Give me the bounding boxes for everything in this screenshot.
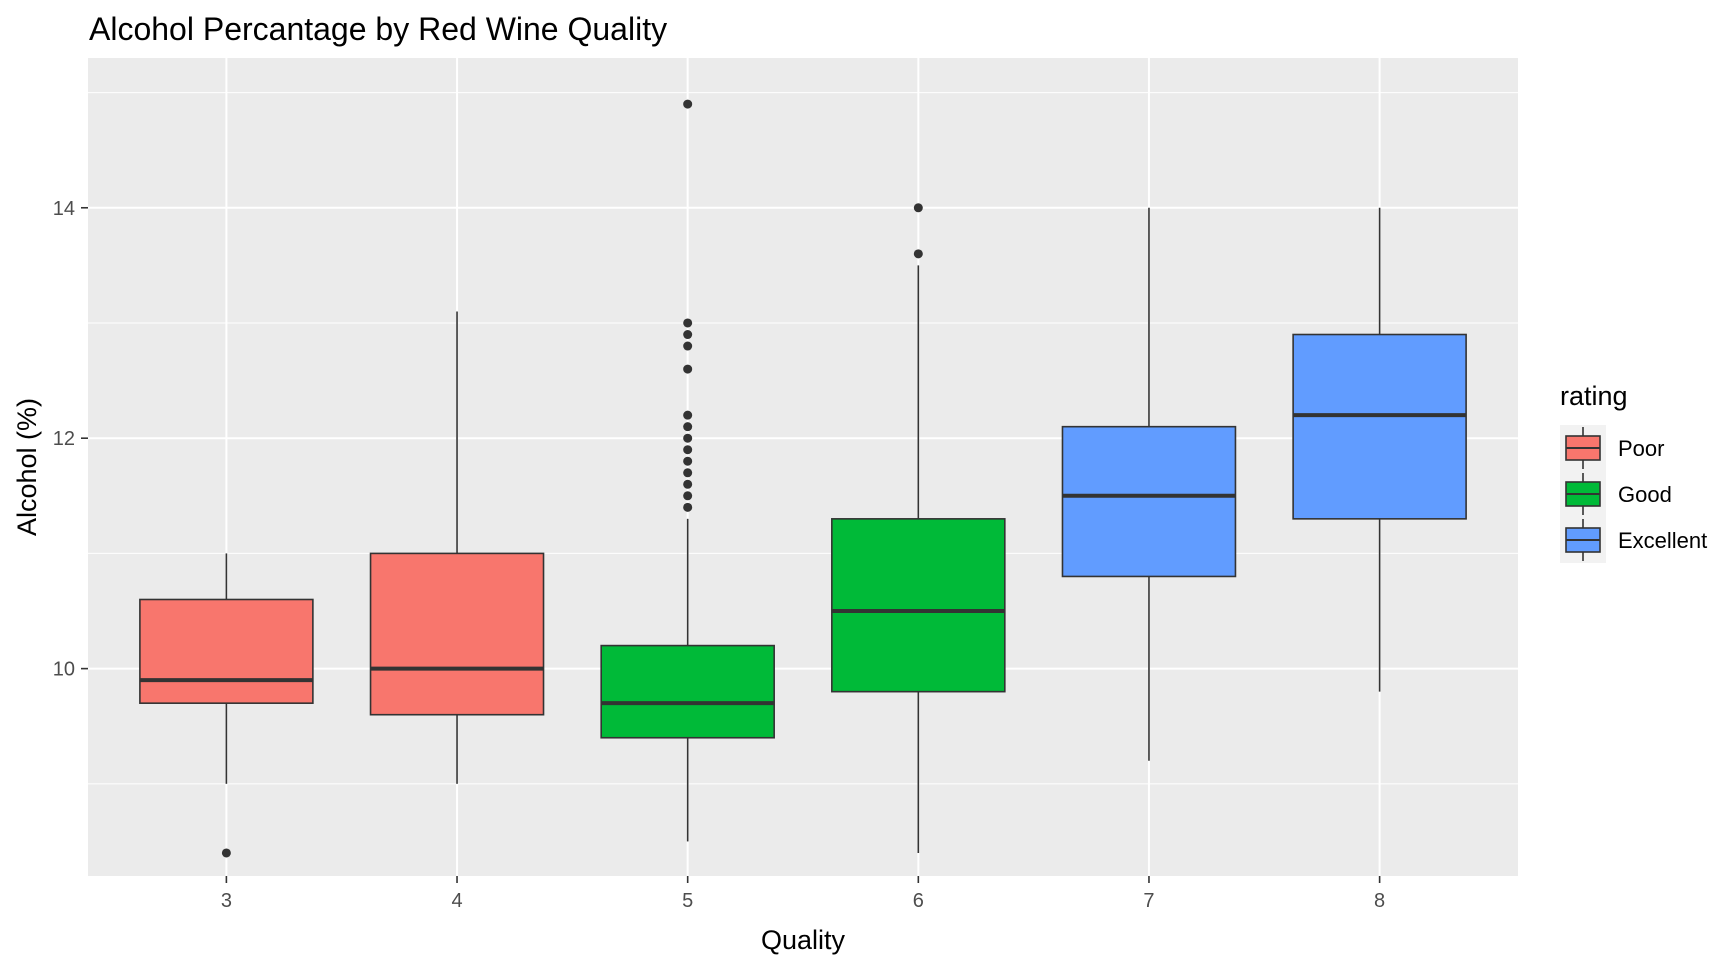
outlier-point (683, 342, 692, 351)
y-tick-label: 12 (53, 428, 75, 450)
box-body (832, 519, 1005, 692)
legend-item-poor: Poor (1560, 425, 1664, 471)
box-body (1293, 335, 1466, 519)
outlier-point (683, 480, 692, 489)
outlier-point (683, 365, 692, 374)
chart-title: Alcohol Percantage by Red Wine Quality (89, 11, 667, 47)
outlier-point (683, 100, 692, 109)
outlier-point (683, 318, 692, 327)
box-body (601, 646, 774, 738)
box-body (140, 599, 313, 703)
outlier-point (222, 848, 231, 857)
outlier-point (683, 434, 692, 443)
x-axis: 3 4 5 6 7 8 (221, 876, 1385, 912)
legend-label: Good (1618, 482, 1672, 507)
outlier-point (683, 445, 692, 454)
outlier-point (683, 468, 692, 477)
x-axis-label: Quality (761, 925, 846, 955)
legend-item-excellent: Excellent (1560, 517, 1707, 563)
legend: rating Poor Good Excellent (1560, 381, 1707, 563)
legend-items: Poor Good Excellent (1560, 425, 1707, 563)
outlier-point (914, 203, 923, 212)
outlier-point (683, 411, 692, 420)
legend-label: Poor (1618, 436, 1664, 461)
y-axis-label: Alcohol (%) (12, 398, 42, 536)
outlier-point (683, 491, 692, 500)
outlier-point (683, 457, 692, 466)
y-tick-label: 10 (53, 659, 75, 681)
outlier-point (683, 330, 692, 339)
box-body (371, 553, 544, 714)
legend-label: Excellent (1618, 528, 1707, 553)
x-tick-label: 6 (913, 890, 924, 912)
outlier-point (683, 422, 692, 431)
x-tick-label: 7 (1143, 890, 1154, 912)
legend-item-good: Good (1560, 471, 1672, 517)
box-body (1062, 427, 1235, 577)
outlier-point (914, 249, 923, 258)
x-tick-label: 5 (682, 890, 693, 912)
x-tick-label: 8 (1374, 890, 1385, 912)
x-tick-label: 3 (221, 890, 232, 912)
legend-title: rating (1560, 381, 1628, 411)
x-tick-label: 4 (451, 890, 462, 912)
y-tick-label: 14 (53, 198, 75, 220)
y-axis: 10 12 14 (53, 198, 88, 681)
outlier-point (683, 503, 692, 512)
